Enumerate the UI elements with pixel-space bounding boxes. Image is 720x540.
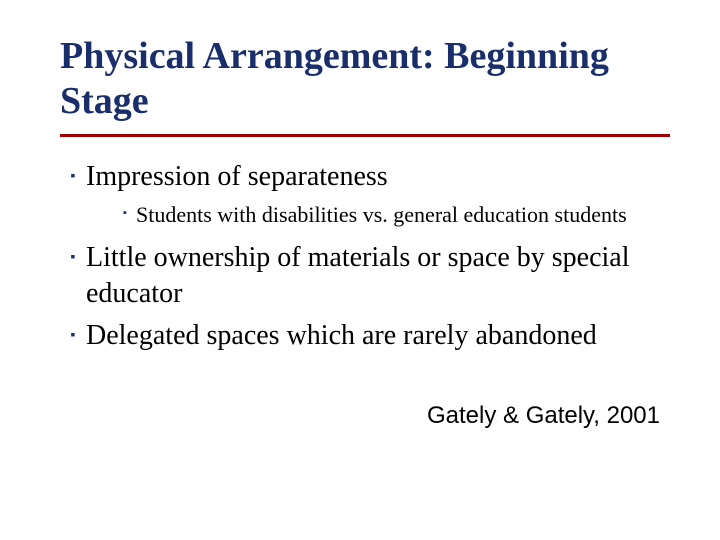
bullet-icon: ▪ [60, 159, 86, 185]
bullet-text: Impression of separateness [86, 159, 388, 195]
citation-text: Gately & Gately, 2001 [427, 402, 660, 430]
bullet-item: ▪ Delegated spaces which are rarely aban… [60, 318, 670, 354]
slide-title: Physical Arrangement: Beginning Stage [60, 34, 670, 124]
bullet-icon: ▪ [114, 201, 136, 219]
bullet-text: Delegated spaces which are rarely abando… [86, 318, 597, 354]
bullet-text: Little ownership of materials or space b… [86, 240, 670, 313]
bullet-item: ▪ Impression of separateness [60, 159, 670, 195]
sub-bullet-item: ▪ Students with disabilities vs. general… [114, 201, 670, 230]
bullet-icon: ▪ [60, 318, 86, 344]
bullet-item: ▪ Little ownership of materials or space… [60, 240, 670, 313]
main-bullet-list: ▪ Impression of separateness ▪ Students … [60, 159, 670, 355]
bullet-icon: ▪ [60, 240, 86, 266]
sub-bullet-text: Students with disabilities vs. general e… [136, 201, 627, 230]
title-underline [60, 134, 670, 137]
sub-bullet-list: ▪ Students with disabilities vs. general… [60, 201, 670, 230]
slide-container: Physical Arrangement: Beginning Stage ▪ … [0, 0, 720, 540]
